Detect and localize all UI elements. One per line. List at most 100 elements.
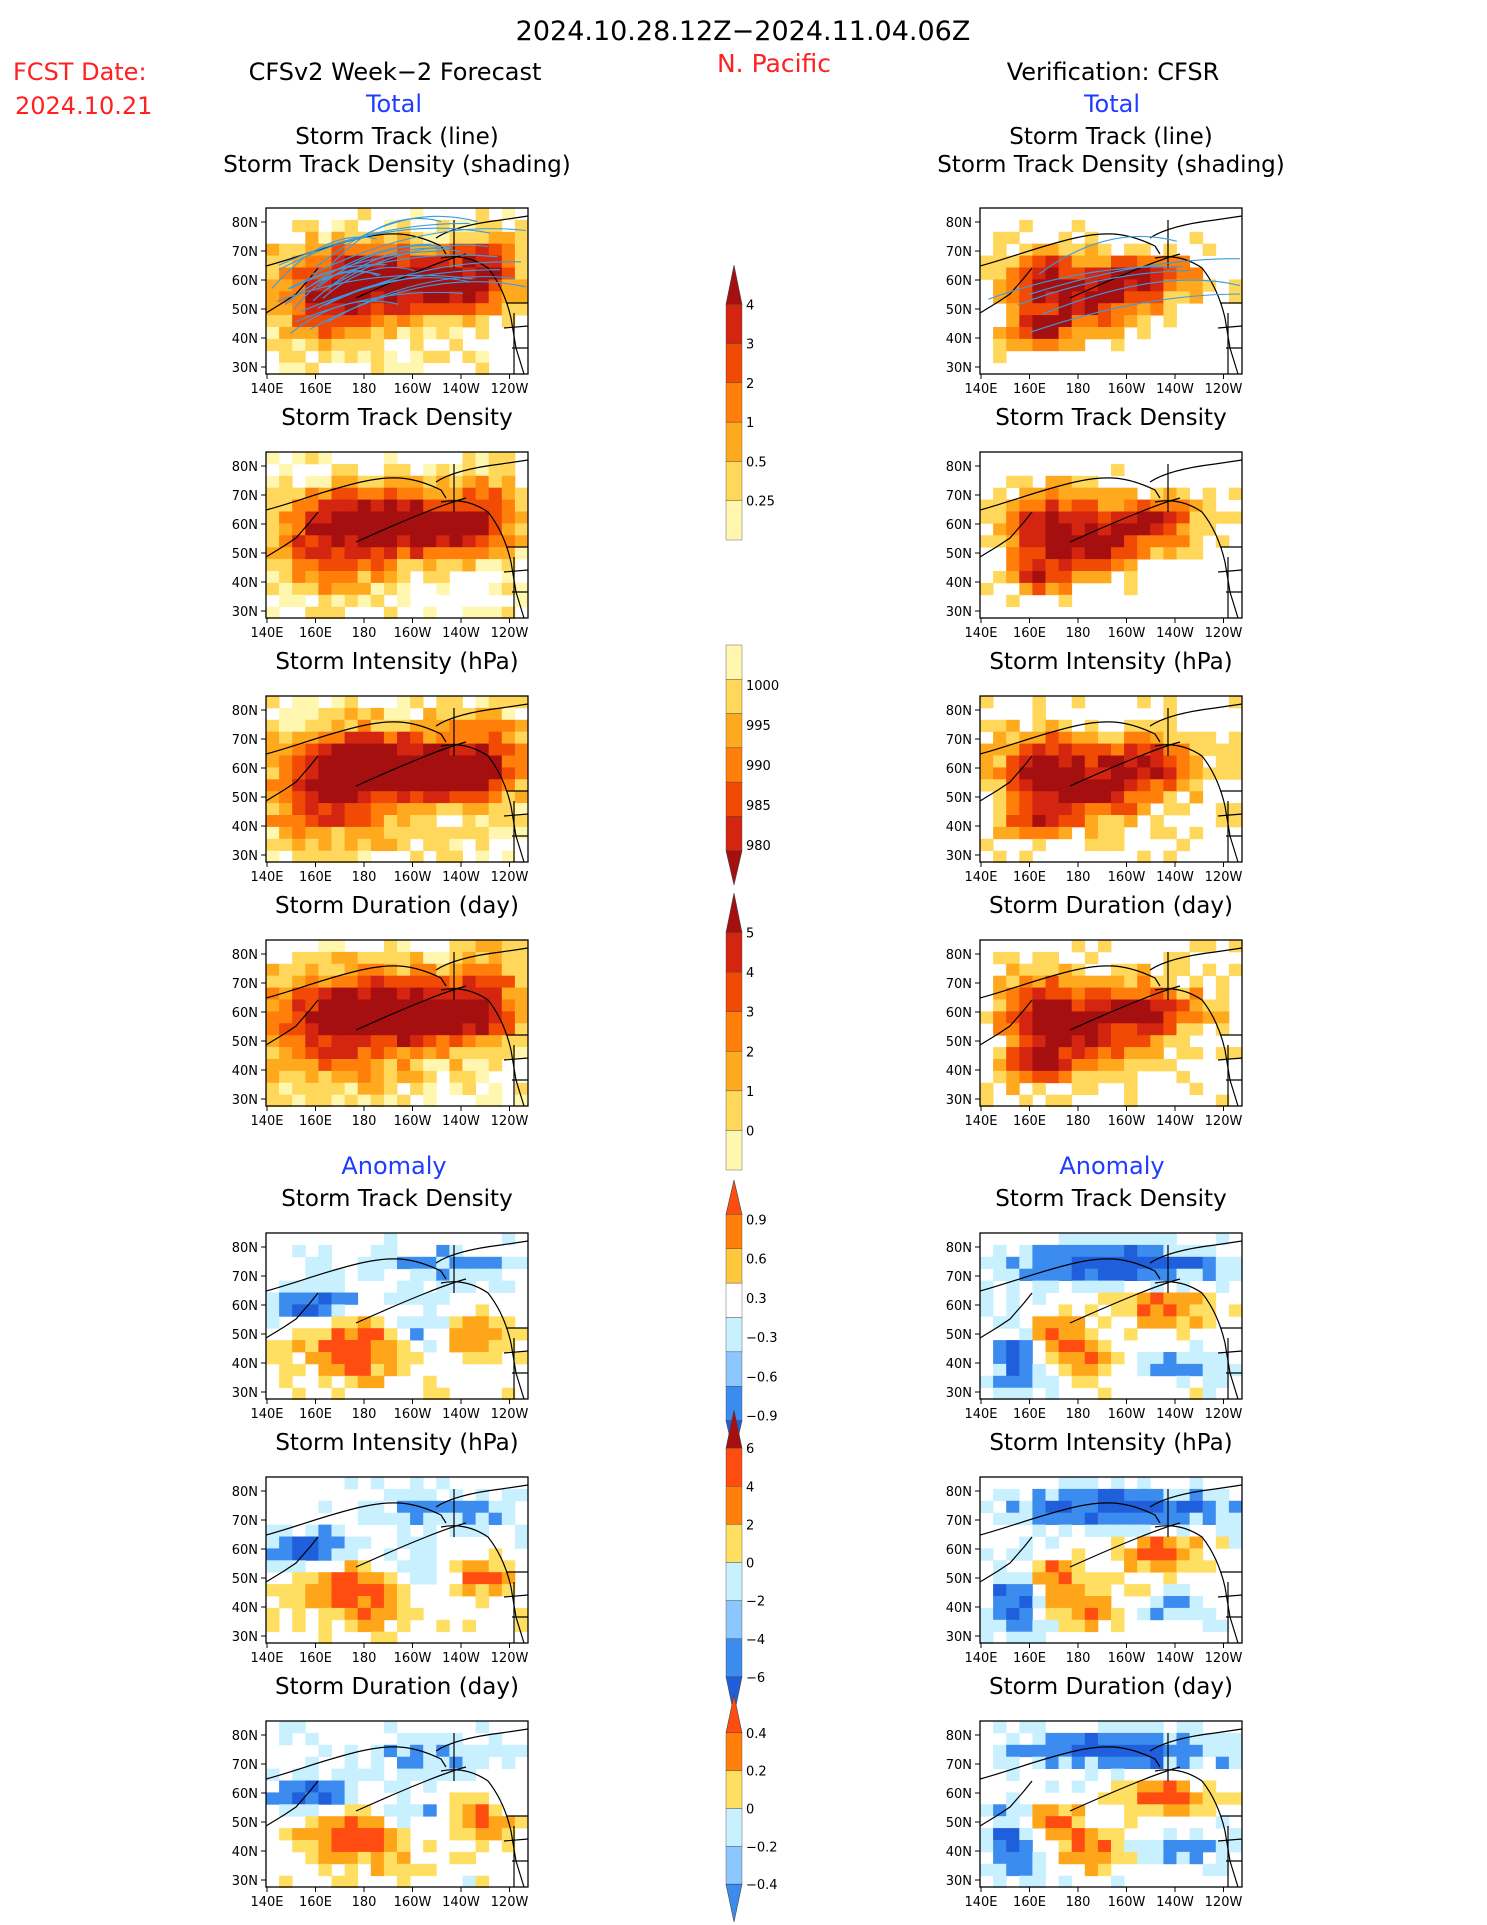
map-cell <box>1176 1536 1190 1549</box>
lon-tick-label: 180 <box>352 1407 377 1422</box>
map-cell <box>1124 767 1138 780</box>
map-cell <box>488 743 503 756</box>
map-cell <box>1084 523 1099 536</box>
map-cell <box>1097 303 1112 316</box>
map-cell <box>331 463 345 477</box>
map-cell <box>1137 850 1151 863</box>
map-cell <box>410 291 424 304</box>
map-cell <box>1124 963 1138 977</box>
map-cell <box>318 1548 332 1561</box>
map-cell <box>331 1352 345 1365</box>
map-cell <box>357 511 372 524</box>
north-america-west-coast <box>440 744 525 863</box>
map-cell <box>331 1584 345 1597</box>
lon-tick-label: 140W <box>1156 870 1194 885</box>
map-cell <box>410 1863 424 1877</box>
colorbar-swatch <box>725 679 743 714</box>
map-cell <box>344 1804 359 1817</box>
map-cell <box>488 1268 503 1281</box>
panel-title: Storm Intensity (hPa) <box>989 649 1232 675</box>
map-cell <box>462 452 476 465</box>
map-cell <box>331 606 345 619</box>
map-cell <box>1006 255 1020 268</box>
map-cell <box>383 779 398 792</box>
map-cell <box>1032 779 1046 792</box>
map-cell <box>305 291 319 304</box>
map-cell <box>1071 755 1086 768</box>
map-cell <box>449 1268 463 1281</box>
map-cell <box>1228 487 1243 500</box>
map-cell <box>980 1011 994 1024</box>
map-cell <box>1097 1387 1112 1400</box>
map-cell <box>1006 803 1020 816</box>
map-cell <box>1058 1584 1073 1597</box>
shading-layer <box>266 1477 529 1644</box>
map-cell <box>1202 1011 1217 1024</box>
map-cell <box>1006 719 1020 733</box>
map-cell <box>1202 1840 1217 1853</box>
map-cell <box>980 267 994 280</box>
map-cell <box>1137 1244 1151 1258</box>
map-cell <box>344 511 359 524</box>
lon-tick-label: 160E <box>1013 1895 1046 1910</box>
map-cell <box>1150 1500 1164 1514</box>
map-cell <box>357 1035 372 1048</box>
map-cell <box>501 279 516 292</box>
alaska-north-coast <box>435 947 529 971</box>
map-cell <box>383 975 398 988</box>
map-cell <box>436 571 450 584</box>
lon-tick-label: 120W <box>491 1114 529 1129</box>
map-cell <box>1215 1840 1230 1853</box>
map-cell <box>488 803 503 816</box>
map-cell <box>1019 767 1033 780</box>
map-cell <box>462 606 476 619</box>
map-cell <box>1084 1619 1099 1633</box>
map-cell <box>383 1070 398 1084</box>
map-cell <box>1019 1363 1033 1377</box>
map-cell <box>1228 1047 1243 1060</box>
map-cell <box>344 779 359 792</box>
map-cell <box>344 1756 359 1769</box>
map-cell <box>1032 951 1046 965</box>
map-cell <box>993 267 1007 280</box>
map-cell <box>501 975 516 988</box>
shading-layer <box>980 1721 1243 1888</box>
lon-tick-label: 140E <box>964 870 997 885</box>
map-cell <box>370 707 385 721</box>
map-cell <box>292 1536 306 1549</box>
map-cell <box>462 731 476 744</box>
map-cell <box>1111 1233 1125 1246</box>
lon-tick-label: 160W <box>394 1895 432 1910</box>
lat-tick-label: 60N <box>946 1299 972 1314</box>
map-cell <box>266 1340 280 1353</box>
map-cell <box>1019 571 1033 584</box>
map-cell <box>292 1828 306 1841</box>
map-cell <box>1111 523 1125 536</box>
map-cell <box>305 362 319 375</box>
map-cell <box>1058 1488 1073 1502</box>
map-cell <box>501 1233 516 1246</box>
map-cell <box>501 1316 516 1329</box>
map-cell <box>331 815 345 828</box>
lon-tick-label: 120W <box>491 870 529 885</box>
map-cell <box>279 1560 293 1573</box>
panel-title: Storm Track Density <box>995 405 1226 431</box>
map-cell <box>1071 1500 1086 1514</box>
map-cell <box>514 1011 529 1024</box>
map-cell <box>357 338 372 352</box>
map-cell <box>449 1035 463 1048</box>
panel-frame <box>265 695 529 863</box>
map-cell <box>1045 987 1059 1000</box>
map-cell <box>305 1035 319 1048</box>
map-cell <box>1097 1512 1112 1525</box>
map-cell <box>1045 327 1059 340</box>
map-cell <box>1176 1780 1190 1793</box>
map-cell <box>292 696 306 709</box>
map-cell <box>1084 1768 1099 1781</box>
map-cell <box>410 815 424 828</box>
map-cell <box>1202 1244 1217 1258</box>
map-cell <box>383 1851 398 1865</box>
map-cell <box>488 1548 503 1561</box>
map-cell <box>449 1524 463 1537</box>
